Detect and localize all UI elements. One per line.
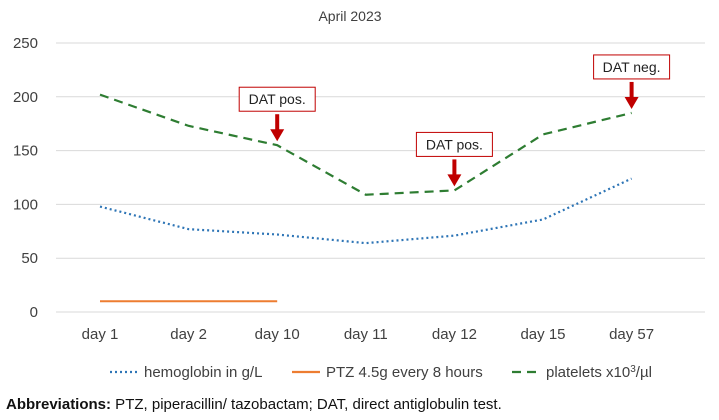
annotation-label: DAT neg.: [603, 59, 661, 75]
x-tick-label: day 57: [609, 326, 654, 343]
annotation-arrowhead: [447, 174, 462, 187]
annotation: DAT pos.: [238, 86, 316, 142]
series-line: [99, 177, 633, 245]
series-lines: [99, 93, 633, 303]
legend-label: PTZ 4.5g every 8 hours: [326, 364, 483, 381]
y-tick-label: 0: [30, 304, 38, 321]
annotation-label: DAT pos.: [249, 91, 306, 107]
annotation-box: [593, 54, 671, 80]
y-axis-ticks: 0 50 100 150 200 250: [13, 35, 38, 321]
x-tick-label: day 12: [432, 326, 477, 343]
annotation-box: [238, 86, 316, 112]
x-tick-label: day 1: [82, 326, 119, 343]
chart-title: April 2023: [318, 8, 381, 24]
x-tick-label: day 11: [344, 326, 388, 343]
y-tick-label: 150: [13, 143, 38, 160]
annotation: DAT neg.: [593, 54, 671, 109]
gridlines: [56, 42, 705, 313]
abbreviations-caption: Abbreviations: PTZ, piperacillin/ tazoba…: [6, 396, 502, 413]
legend: hemoglobin in g/L PTZ 4.5g every 8 hours p…: [110, 364, 652, 382]
annotation: DAT pos.: [415, 131, 493, 187]
legend-superscript: 3: [630, 364, 636, 375]
y-tick-label: 250: [13, 35, 38, 52]
y-tick-label: 200: [13, 89, 38, 106]
y-tick-label: 50: [21, 250, 38, 267]
x-axis-ticks: day 1 day 2 day 10 day 11 day 12 day 15 day 57: [82, 326, 654, 343]
annotations: DAT pos. DAT pos. DAT neg.: [238, 54, 671, 187]
annotation-arrowhead: [270, 129, 285, 142]
legend-label: platelets x103/µl: [546, 364, 652, 382]
annotation-arrowhead: [624, 96, 639, 109]
legend-suffix: /µl: [636, 364, 652, 381]
x-tick-label: day 2: [170, 326, 207, 343]
x-tick-label: day 15: [520, 326, 565, 343]
caption-label: Abbreviations:: [6, 396, 112, 413]
annotation-label: DAT pos.: [426, 136, 483, 152]
legend-label: hemoglobin in g/L: [144, 364, 262, 381]
caption-text: PTZ, piperacillin/ tazobactam; DAT, dire…: [111, 396, 502, 413]
x-tick-label: day 10: [255, 326, 300, 343]
series-line: [99, 93, 632, 196]
annotation-box: [415, 131, 493, 157]
y-tick-label: 100: [13, 196, 38, 213]
